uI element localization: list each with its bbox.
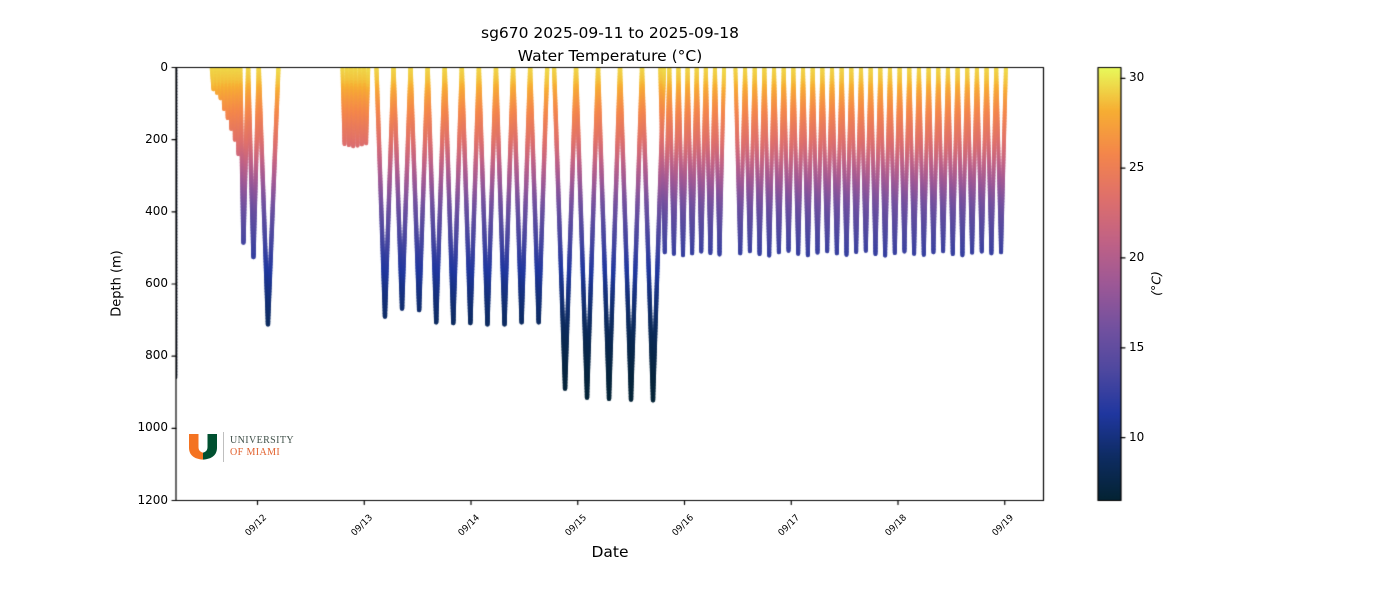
x-axis-label: Date <box>591 543 629 561</box>
y-tick-label-1200: 1200 <box>137 492 168 507</box>
colorbar-tick-label-10: 10 <box>1129 429 1145 444</box>
logo-text-university: UNIVERSITY <box>230 435 294 446</box>
logo-divider <box>223 432 224 462</box>
logo-text-of-miami: OF MIAMI <box>230 447 281 458</box>
university-of-miami-logo: UNIVERSITY OF MIAMI <box>187 431 307 465</box>
colorbar-tick-label-30: 30 <box>1129 70 1145 85</box>
colorbar-tick-label-20: 20 <box>1129 249 1145 264</box>
colorbar-tick-label-25: 25 <box>1129 160 1145 175</box>
y-tick-label-400: 400 <box>145 203 168 218</box>
y-tick-label-1000: 1000 <box>137 420 168 435</box>
plot-subtitle: Water Temperature (°C) <box>517 47 703 65</box>
colorbar-tick-label-15: 15 <box>1129 339 1145 354</box>
colorbar-label: (°C) <box>1148 271 1164 296</box>
miami-split-u-icon <box>189 434 217 460</box>
y-tick-label-200: 200 <box>145 131 168 146</box>
y-tick-label-600: 600 <box>145 276 168 290</box>
plot-title: sg670 2025-09-11 to 2025-09-18 <box>481 24 739 42</box>
y-tick-label-0: 0 <box>160 59 168 74</box>
y-tick-label-800: 800 <box>145 348 168 363</box>
